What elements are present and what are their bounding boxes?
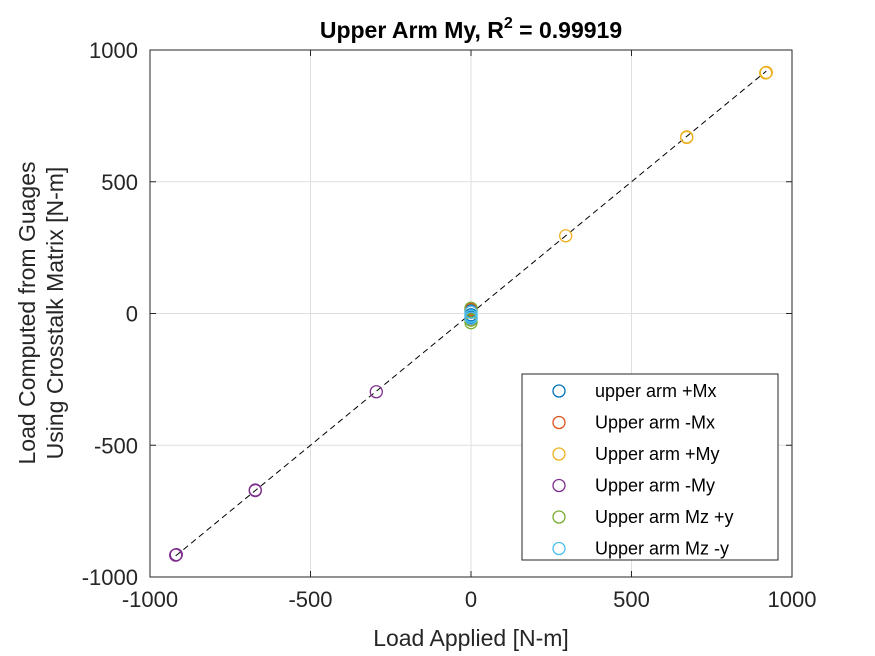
- legend-box: [521, 373, 779, 561]
- data-point-series-4: [169, 548, 183, 562]
- title-suffix: = 0.99919: [513, 17, 622, 43]
- x-tick-label: -500: [288, 587, 332, 612]
- legend-marker: [552, 478, 566, 493]
- x-axis-label: Load Applied [N-m]: [373, 625, 569, 651]
- y-tick-label: -1000: [82, 565, 138, 590]
- title-prefix: Upper Arm My, R: [320, 17, 504, 43]
- y-tick-label: 500: [101, 170, 138, 195]
- legend: upper arm +Mx Upper arm -Mx Upper arm +My U…: [521, 373, 779, 561]
- chart-title: Upper Arm My, R2 = 0.99919: [320, 15, 622, 43]
- data-point-series-3: [680, 130, 694, 145]
- x-tick-label: 0: [465, 587, 477, 612]
- x-tick-label: -1000: [122, 587, 178, 612]
- x-tick-label: 1000: [768, 587, 817, 612]
- axis-ticks: [149, 49, 793, 578]
- legend-entry-label: Upper arm Mz +y: [595, 507, 734, 527]
- x-tick-label: 500: [613, 587, 650, 612]
- legend-marker: [552, 510, 566, 524]
- legend-entry-label: Upper arm -Mx: [595, 413, 715, 433]
- legend-entry-label: Upper arm +My: [595, 444, 720, 464]
- legend-entry-label: Upper arm Mz -y: [595, 539, 729, 559]
- y-tick-label: 1000: [89, 38, 138, 63]
- data-point-series-3: [759, 65, 773, 80]
- y-axis-label-line-1: Load Computed from Guages: [14, 161, 40, 464]
- data-point-series-6: [464, 305, 478, 319]
- data-point-series-3: [559, 229, 573, 243]
- legend-marker: [552, 415, 566, 430]
- y-axis-label-line-2: Using Crosstalk Matrix [N-m]: [42, 167, 68, 460]
- legend-entry-label: Upper arm -My: [595, 476, 715, 496]
- title-superscript: 2: [504, 15, 513, 32]
- legend-marker: [552, 447, 566, 461]
- y-axis-label: Load Computed from Guages Using Crosstal…: [14, 161, 68, 464]
- data-point-series-4: [248, 483, 262, 498]
- legend-marker: [552, 384, 566, 398]
- y-tick-label: -500: [94, 433, 138, 458]
- data-point-series-6: [464, 311, 478, 325]
- data-point-series-5: [464, 316, 478, 330]
- data-points: [169, 65, 773, 562]
- legend-marker: [552, 541, 566, 556]
- data-point-series-4: [369, 385, 383, 399]
- y-tick-label: 0: [126, 302, 138, 327]
- legend-entry-label: upper arm +Mx: [595, 381, 717, 401]
